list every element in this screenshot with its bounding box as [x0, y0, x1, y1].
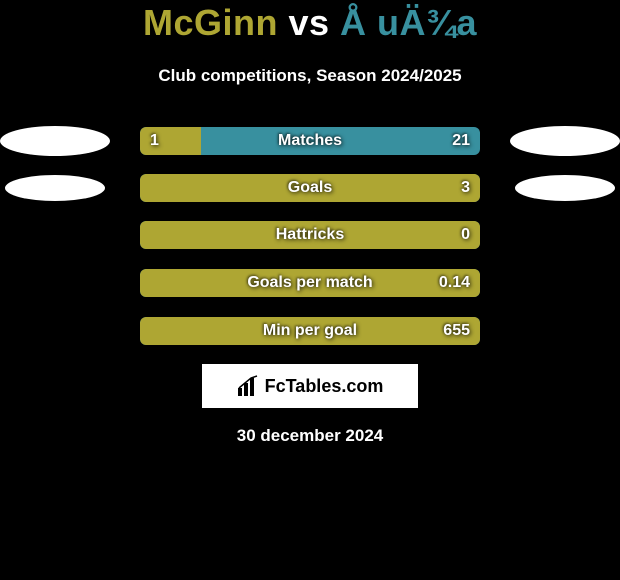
stat-row: Goals3: [0, 174, 620, 202]
subtitle: Club competitions, Season 2024/2025: [0, 66, 620, 86]
stats-list: 1Matches21 Goals3 Hattricks0 Goals per matc…: [0, 126, 620, 346]
date-text: 30 december 2024: [0, 426, 620, 446]
stat-bar: Goals3: [140, 174, 480, 202]
stat-row: 1Matches21: [0, 126, 620, 156]
stat-row: Hattricks0: [0, 220, 620, 250]
title-vs: vs: [278, 2, 340, 43]
player-oval-right: [515, 175, 615, 201]
stat-label: Matches: [140, 127, 480, 155]
player-oval-left: [0, 126, 110, 156]
stat-label: Goals per match: [140, 269, 480, 297]
stat-label: Hattricks: [140, 221, 480, 249]
stat-bar: 1Matches21: [140, 127, 480, 155]
stat-bar: Min per goal655: [140, 317, 480, 345]
player1-name: McGinn: [143, 2, 278, 43]
player-oval-right: [510, 126, 620, 156]
stat-row: Goals per match0.14: [0, 268, 620, 298]
page-title: McGinn vs Å uÄ¾a: [0, 2, 620, 44]
stat-value-right: 3: [461, 174, 470, 202]
stat-bar: Goals per match0.14: [140, 269, 480, 297]
player-oval-left: [5, 175, 105, 201]
stat-row: Min per goal655: [0, 316, 620, 346]
player2-name: Å uÄ¾a: [340, 2, 477, 43]
logo-box[interactable]: FcTables.com: [202, 364, 418, 408]
stat-value-right: 21: [452, 127, 470, 155]
stat-value-right: 0.14: [439, 269, 470, 297]
stat-label: Goals: [140, 174, 480, 202]
comparison-card: McGinn vs Å uÄ¾a Club competitions, Seas…: [0, 0, 620, 580]
stat-bar: Hattricks0: [140, 221, 480, 249]
bars-icon: [237, 375, 259, 397]
stat-label: Min per goal: [140, 317, 480, 345]
logo-text: FcTables.com: [265, 376, 384, 397]
stat-value-right: 655: [443, 317, 470, 345]
stat-value-right: 0: [461, 221, 470, 249]
